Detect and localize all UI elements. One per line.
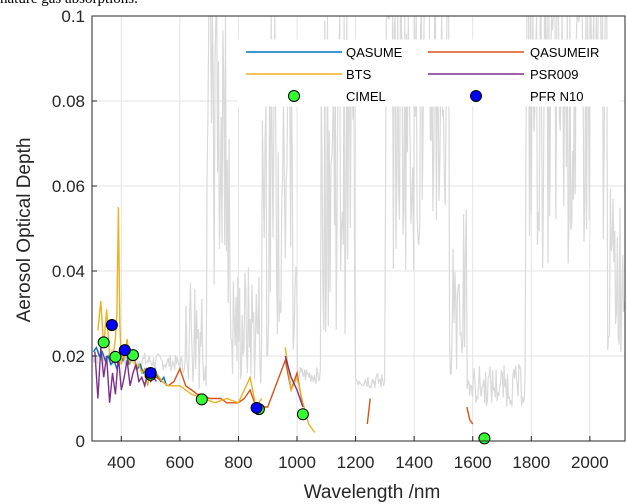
tick-labels: 400 600 800 1000 1200 1400 1600 1800 2000 0 0.02 0.… xyxy=(52,7,609,472)
x-tick-label: 600 xyxy=(166,453,194,472)
legend-label-pfr-n10: PFR N10 xyxy=(530,89,583,104)
marker-cimel xyxy=(97,336,110,349)
x-tick-label: 800 xyxy=(224,453,252,472)
figure-caption-fragment: nature gas absorptions. xyxy=(0,0,138,8)
legend-box xyxy=(237,39,620,107)
legend-label-qasume: QASUME xyxy=(346,45,403,60)
legend-label-cimel: CIMEL xyxy=(346,89,386,104)
axes-box xyxy=(91,15,626,442)
marker-pfr-n10 xyxy=(105,319,118,331)
series-markers xyxy=(97,319,491,445)
legend-swatch-pfr-n10 xyxy=(470,90,482,102)
marker-pfr-n10 xyxy=(250,401,263,414)
x-tick-label: 1600 xyxy=(454,453,492,472)
series-line-psr009 xyxy=(94,347,304,408)
series-line-qasumeir xyxy=(144,357,474,425)
x-tick-label: 2000 xyxy=(571,453,609,472)
x-tick-label: 400 xyxy=(107,453,135,472)
legend-swatch-cimel xyxy=(288,90,300,102)
marker-pfr-n10 xyxy=(144,367,157,379)
legend-label-bts: BTS xyxy=(346,67,372,82)
marker-cimel xyxy=(195,393,208,406)
y-tick-label: 0.02 xyxy=(52,347,85,366)
legend-label-psr009: PSR009 xyxy=(530,67,578,82)
legend: QASUME QASUMEIR BTS PSR009 CIMEL PFR N10 xyxy=(237,39,620,107)
x-tick-label: 1800 xyxy=(512,453,550,472)
x-tick-label: 1000 xyxy=(278,453,316,472)
x-tick-label: 1400 xyxy=(395,453,433,472)
y-axis-title: Aerosol Optical Depth xyxy=(14,138,35,323)
marker-pfr-n10 xyxy=(118,344,131,357)
y-tick-label: 0.08 xyxy=(52,92,85,111)
y-tick-label: 0.06 xyxy=(52,177,85,196)
x-tick-label: 1200 xyxy=(337,453,375,472)
legend-label-qasumeir: QASUMEIR xyxy=(530,45,599,60)
marker-cimel xyxy=(478,432,491,445)
x-axis-title: Wavelength /nm xyxy=(304,482,441,503)
plot-frame xyxy=(91,15,626,442)
marker-cimel xyxy=(296,408,309,421)
marker-cimel xyxy=(109,350,122,363)
y-tick-label: 0.04 xyxy=(52,262,85,281)
y-tick-label: 0.1 xyxy=(61,7,85,26)
y-tick-label: 0 xyxy=(76,432,85,451)
